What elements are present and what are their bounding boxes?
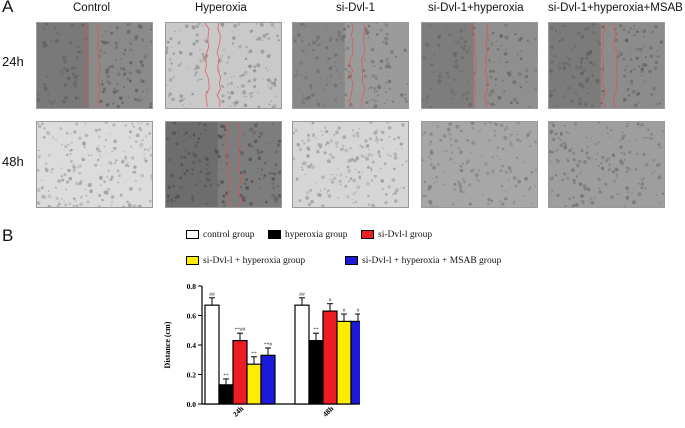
legend-label-hyperoxia: hyperoxia group <box>285 229 348 240</box>
legend-label-control: control group <box>203 229 255 240</box>
micrograph-si-dvl-1-24h <box>292 22 409 109</box>
legend-swatch-si-dvl-hyperoxia <box>186 256 199 265</box>
legend-label-si-dvl-hyperoxia-msab: si-Dvl-l + hyperoxia + MSAB group <box>362 255 502 266</box>
bar <box>260 354 276 405</box>
y-tick-label: 0.4 <box>187 341 197 350</box>
legend-label-si-dvl: si-Dvl-l group <box>378 229 433 240</box>
column-header-si-dvl-1-hyperoxia: si-Dvl-1+hyperoxia <box>428 2 524 14</box>
panel-a-label: A <box>2 0 14 16</box>
micrograph-hyperoxia-48h <box>165 121 282 208</box>
significance-label: ## <box>209 292 215 298</box>
bar <box>232 339 248 405</box>
x-category-label: 48h <box>321 403 336 418</box>
significance-label: # <box>357 308 360 314</box>
micrograph-si-dvl-1-48h <box>292 121 409 208</box>
bar <box>308 339 324 405</box>
column-header-si-dvl-1-hyperoxia-msab: si-Dvl-1+hyperoxia+MSAB <box>548 2 683 14</box>
y-axis-label: Distance (cm) <box>163 321 172 368</box>
significance-label: **## <box>235 327 246 333</box>
micrograph-hyperoxia-24h <box>165 22 282 109</box>
significance-label: ** <box>313 327 319 333</box>
bar <box>246 363 262 405</box>
bar <box>322 310 338 405</box>
y-tick-label: 0.6 <box>187 312 197 321</box>
y-tick-label: 0.8 <box>187 282 197 291</box>
column-header-control: Control <box>73 2 111 14</box>
y-tick-label: 0.0 <box>187 400 197 409</box>
significance-label: ## <box>299 292 305 298</box>
legend-swatch-si-dvl <box>361 230 374 239</box>
bar <box>218 384 234 405</box>
bar <box>204 304 220 405</box>
bar <box>350 320 360 405</box>
micrograph-control-24h <box>36 22 153 109</box>
micrograph-si-dvl-1-hyperoxia-msab-48h <box>548 121 665 208</box>
legend-item-si-dvl: si-Dvl-l group <box>361 228 432 241</box>
legend-item-si-dvl-hyperoxia: si-Dvl-l + hyperoxia group <box>186 254 305 267</box>
x-category-label: 24h <box>231 403 246 418</box>
column-header-si-dvl-1: si-Dvl-1 <box>336 2 375 14</box>
significance-label: # <box>329 298 332 304</box>
significance-label: ** <box>251 351 257 357</box>
legend-label-si-dvl-hyperoxia: si-Dvl-l + hyperoxia group <box>203 255 306 266</box>
legend-swatch-hyperoxia <box>268 230 281 239</box>
significance-label: ** <box>223 373 229 379</box>
row-label-24h: 24h <box>2 54 24 69</box>
micrograph-si-dvl-1-hyperoxia-msab-24h <box>548 22 665 109</box>
significance-label: # <box>343 308 346 314</box>
legend-item-si-dvl-hyperoxia-msab: si-Dvl-l + hyperoxia + MSAB group <box>345 254 501 267</box>
column-header-hyperoxia: Hyperoxia <box>195 2 247 14</box>
significance-label: **# <box>264 342 273 348</box>
bar <box>294 304 310 405</box>
legend-swatch-control <box>186 230 199 239</box>
micrograph-si-dvl-1-hyperoxia-48h <box>421 121 538 208</box>
panel-b-label: B <box>2 226 14 245</box>
row-label-48h: 48h <box>2 154 24 169</box>
micrograph-control-48h <box>36 121 153 208</box>
bar <box>336 320 352 405</box>
legend-swatch-si-dvl-hyperoxia-msab <box>345 256 358 265</box>
legend-item-hyperoxia: hyperoxia group <box>268 228 348 241</box>
micrograph-si-dvl-1-hyperoxia-24h <box>421 22 538 109</box>
legend-item-control: control group <box>186 228 254 241</box>
y-tick-label: 0.2 <box>187 371 197 380</box>
